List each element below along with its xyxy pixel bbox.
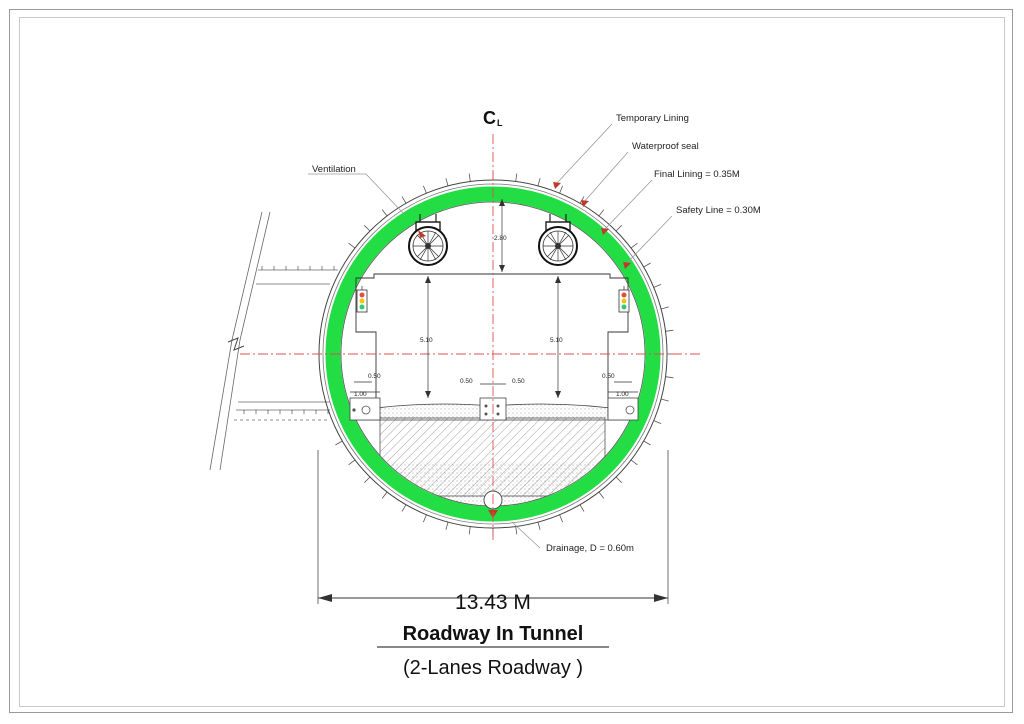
rock-bolt-tick <box>401 196 407 204</box>
rock-bolt-tick <box>335 440 343 446</box>
approach-ticks <box>243 266 335 414</box>
traffic-signal-right <box>618 286 630 313</box>
right-walkway <box>607 397 639 421</box>
median-right-label: 0.50 <box>512 378 525 385</box>
drawing-subtitle: (2-Lanes Roadway ) <box>403 657 583 679</box>
rock-bolt-tick <box>381 491 388 499</box>
walkway-offset-right-label: 0.50 <box>602 373 615 380</box>
safety-line-label: Safety Line = 0.30M <box>676 205 761 216</box>
rock-bolt-tick <box>537 178 541 187</box>
ventilation-label: Ventilation <box>312 164 356 175</box>
rock-bolt-tick <box>653 420 662 424</box>
rock-bolt-tick <box>653 284 662 288</box>
rock-bolt-tick <box>615 476 622 483</box>
rock-bolt-tick <box>630 242 638 249</box>
overall-width-label: 13.43 M <box>455 591 531 614</box>
jet-fan-right <box>538 214 578 266</box>
callout-leaders <box>308 123 673 549</box>
rock-bolt-tick <box>445 178 449 187</box>
drawing-border-outer <box>9 9 1013 713</box>
drawing-border-inner <box>19 17 1005 707</box>
rock-bolt-tick <box>559 185 563 194</box>
median-detail <box>496 412 500 416</box>
drainage-label: Drainage, D = 0.60m <box>546 543 634 554</box>
waterproof-seal-label: Waterproof seal <box>632 141 699 152</box>
walkway-detail <box>352 408 356 412</box>
walkway-duct-left <box>361 405 371 415</box>
rock-bolt-tick <box>445 521 449 530</box>
centerline-subscript: L <box>497 118 503 128</box>
rock-bolt-tick <box>348 242 356 249</box>
rock-bolt-tick <box>515 526 518 535</box>
callout-markers <box>553 182 631 269</box>
rock-bolt-tick <box>348 459 356 466</box>
approach-structure <box>209 211 338 471</box>
rock-bolt-tick <box>615 225 622 232</box>
walkway-width-right-label: 1.00 <box>616 391 629 398</box>
rock-bolt-tick <box>579 196 585 204</box>
dimension-arrows <box>318 199 668 602</box>
rock-bolt-tick <box>665 376 674 379</box>
rock-bolt-tick <box>364 225 371 232</box>
traffic-signal-left <box>356 286 368 313</box>
rock-bolt-tick <box>401 504 407 512</box>
rock-bolt-tick <box>381 209 388 217</box>
median-left-label: 0.50 <box>460 378 473 385</box>
rock-bolt-tick <box>579 504 585 512</box>
median-detail <box>484 404 488 408</box>
rock-bolt-tick <box>643 262 651 268</box>
rock-bolt-tick <box>468 173 471 182</box>
dimension-lines <box>317 199 669 604</box>
walkway-width-left-label: 1.00 <box>354 391 367 398</box>
left-walkway <box>349 397 381 421</box>
jet-fan-left <box>408 214 448 266</box>
rock-bolt-tick <box>630 459 638 466</box>
rock-bolt-tick <box>660 306 669 310</box>
lane-height-left-label: 5.10 <box>420 337 433 344</box>
centerline-symbol: C <box>483 108 496 128</box>
rock-bolt-tick <box>643 440 651 446</box>
rock-bolt-tick <box>598 491 605 499</box>
rock-bolt-tick <box>660 398 669 402</box>
lane-height-right-label: 5.10 <box>550 337 563 344</box>
walkway-duct-right <box>625 405 635 415</box>
rock-bolt-tick <box>515 173 518 182</box>
rock-bolt-tick <box>559 514 563 523</box>
final-lining-label: Final Lining = 0.35M <box>654 169 740 180</box>
rock-bolt-tick <box>423 185 427 194</box>
clearance-envelope <box>355 273 629 418</box>
rock-bolt-tick <box>598 209 605 217</box>
median-detail <box>496 404 500 408</box>
rock-bolt-tick <box>468 526 471 535</box>
rock-bolt-tick <box>665 329 674 332</box>
rock-bolt-tick <box>537 521 541 530</box>
walkway-offset-left-label: 0.50 <box>368 373 381 380</box>
crown-clearance-label: 2.80 <box>494 235 507 242</box>
rock-bolt-tick <box>364 476 371 483</box>
rock-bolt-tick <box>423 514 427 523</box>
temporary-lining-label: Temporary Lining <box>616 113 689 124</box>
median-detail <box>484 412 488 416</box>
drawing-title: Roadway In Tunnel <box>403 623 584 645</box>
